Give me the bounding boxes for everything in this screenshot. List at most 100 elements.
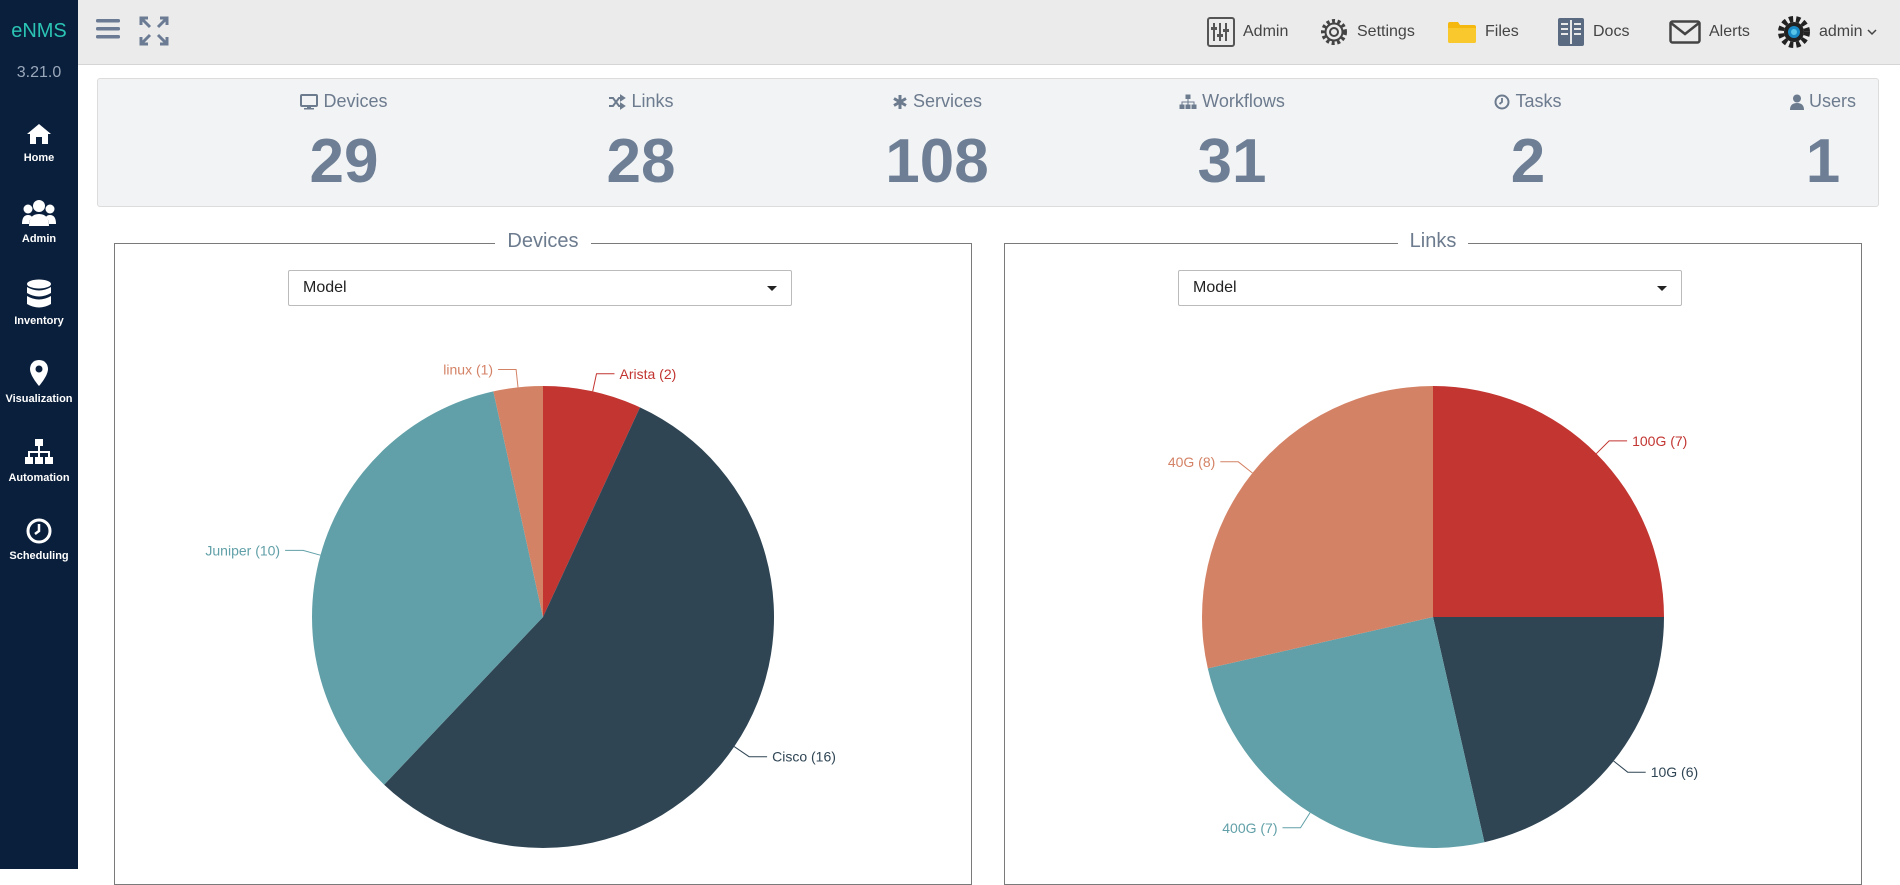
sidebar-item-label: Admin [21, 233, 57, 245]
users-icon [22, 200, 56, 226]
pie-label-line [1220, 461, 1253, 474]
pie-slice-cisco[interactable] [384, 407, 775, 849]
database-icon [27, 279, 51, 308]
pie-slice-100g[interactable] [1433, 386, 1664, 617]
chevron-down-icon [1867, 29, 1877, 36]
stat-value: 1 [1805, 127, 1841, 196]
links-chart-panel: Links Model 100G (7) 10G (6) 400G (7) 40G (… [1004, 230, 1862, 885]
sidebar-item-label: Automation [8, 472, 70, 484]
sidebar-item-label: Inventory [14, 315, 64, 327]
pie-label: 10G (6) [1651, 764, 1698, 780]
sidebar-item-home[interactable]: Home [0, 122, 78, 164]
pie-label-line [285, 549, 321, 556]
alerts-link[interactable]: Alerts [1669, 14, 1750, 50]
map-marker-icon [30, 360, 48, 386]
select-value: Model [1193, 279, 1237, 296]
caret-down-icon [1657, 286, 1667, 291]
stat-value: 29 [309, 127, 379, 196]
pie-slice-linux[interactable] [493, 386, 543, 617]
devices-pie-chart[interactable]: Arista (2) Cisco (16) Juniper (10) linux (1… [115, 244, 971, 884]
admin-panel-icon [1207, 17, 1235, 47]
pie-slice-arista[interactable] [543, 386, 640, 617]
stats-bar: Devices 29 Links 28 Services 108 [97, 78, 1879, 207]
pie-label-line [498, 369, 519, 388]
pie-label-line [592, 373, 615, 392]
home-icon [27, 124, 51, 144]
admin-link-label: Admin [1243, 23, 1289, 40]
pie-label: linux (1) [443, 362, 493, 378]
brand-name[interactable]: eNMS [11, 20, 67, 42]
pie-label: Juniper (10) [205, 542, 280, 558]
clock-icon [26, 518, 52, 544]
pie-label-line [1613, 760, 1646, 773]
sidebar-item-label: Visualization [5, 393, 73, 405]
settings-link-label: Settings [1357, 23, 1415, 40]
stat-label: Tasks [1515, 91, 1562, 111]
user-menu-label: admin [1819, 23, 1863, 40]
settings-link[interactable]: Settings [1319, 14, 1415, 50]
pie-label-line [1595, 440, 1628, 455]
panel-title: Links [1397, 230, 1469, 252]
docs-book-icon [1558, 18, 1584, 46]
expand-icon [139, 16, 169, 46]
hamburger-icon [96, 19, 120, 39]
select-value: Model [303, 279, 347, 296]
sidebar-item-label: Scheduling [9, 550, 69, 562]
stat-label: Workflows [1202, 91, 1285, 111]
pie-slice-40g[interactable] [1201, 386, 1433, 669]
top-bar: Admin Settings Files Docs [78, 0, 1900, 65]
settings-gear-icon [1321, 19, 1347, 45]
envelope-icon [1669, 20, 1701, 44]
sidebar-item-inventory[interactable]: Inventory [0, 279, 78, 327]
pie-slice-juniper[interactable] [312, 391, 543, 785]
sidebar-item-label: Home [23, 152, 55, 164]
sidebar-item-visualization[interactable]: Visualization [0, 359, 78, 405]
files-link[interactable]: Files [1447, 14, 1519, 50]
stat-label: Links [631, 91, 674, 111]
admin-link[interactable]: Admin [1207, 14, 1288, 50]
pie-label-line [733, 746, 768, 758]
pie-label: 100G (7) [1632, 433, 1687, 449]
clock-icon [1494, 94, 1510, 109]
asterisk-icon [893, 94, 907, 109]
pie-label: 40G (8) [1168, 454, 1215, 470]
pie-label-line [1282, 812, 1311, 829]
sitemap-icon [1179, 94, 1197, 109]
stat-label: Services [912, 91, 983, 111]
sidebar-item-automation[interactable]: Automation [0, 438, 78, 484]
pie-label: 400G (7) [1222, 820, 1277, 836]
user-menu[interactable]: admin [1777, 14, 1877, 50]
stat-value: 2 [1510, 127, 1546, 196]
pie-slice-400g[interactable] [1207, 617, 1485, 849]
caret-down-icon [767, 286, 777, 291]
panel-title: Devices [495, 230, 591, 252]
stat-value: 31 [1197, 127, 1267, 196]
sidebar-item-scheduling[interactable]: Scheduling [0, 518, 78, 562]
user-avatar-gear-icon [1778, 16, 1810, 48]
docs-link[interactable]: Docs [1557, 14, 1629, 50]
fullscreen-button[interactable] [139, 16, 169, 51]
random-icon [609, 93, 627, 110]
sidebar: eNMS 3.21.0 Home Admin Inventory [0, 0, 78, 869]
devices-property-select[interactable]: Model [288, 270, 792, 306]
pie-label: Arista (2) [620, 366, 677, 382]
stat-value: 108 [885, 127, 989, 196]
devices-chart-panel: Devices Model Arista (2) Cisco (16) Junipe… [114, 230, 972, 885]
links-pie-chart[interactable]: 100G (7) 10G (6) 400G (7) 40G (8) [1005, 244, 1861, 884]
app-version: 3.21.0 [16, 64, 62, 81]
stat-label: Users [1808, 91, 1856, 111]
links-property-select[interactable]: Model [1178, 270, 1682, 306]
sitemap-icon [25, 439, 53, 464]
pie-slice-10g[interactable] [1433, 617, 1664, 843]
sidebar-item-admin[interactable]: Admin [0, 199, 78, 245]
docs-link-label: Docs [1593, 23, 1630, 40]
menu-toggle-button[interactable] [95, 16, 121, 47]
folder-icon [1448, 22, 1476, 43]
pie-label: Cisco (16) [772, 749, 836, 765]
stat-value: 28 [606, 127, 676, 196]
user-icon [1789, 94, 1804, 110]
files-link-label: Files [1485, 23, 1519, 40]
stat-label: Devices [323, 91, 388, 111]
alerts-link-label: Alerts [1709, 23, 1750, 40]
desktop-icon [300, 93, 319, 109]
